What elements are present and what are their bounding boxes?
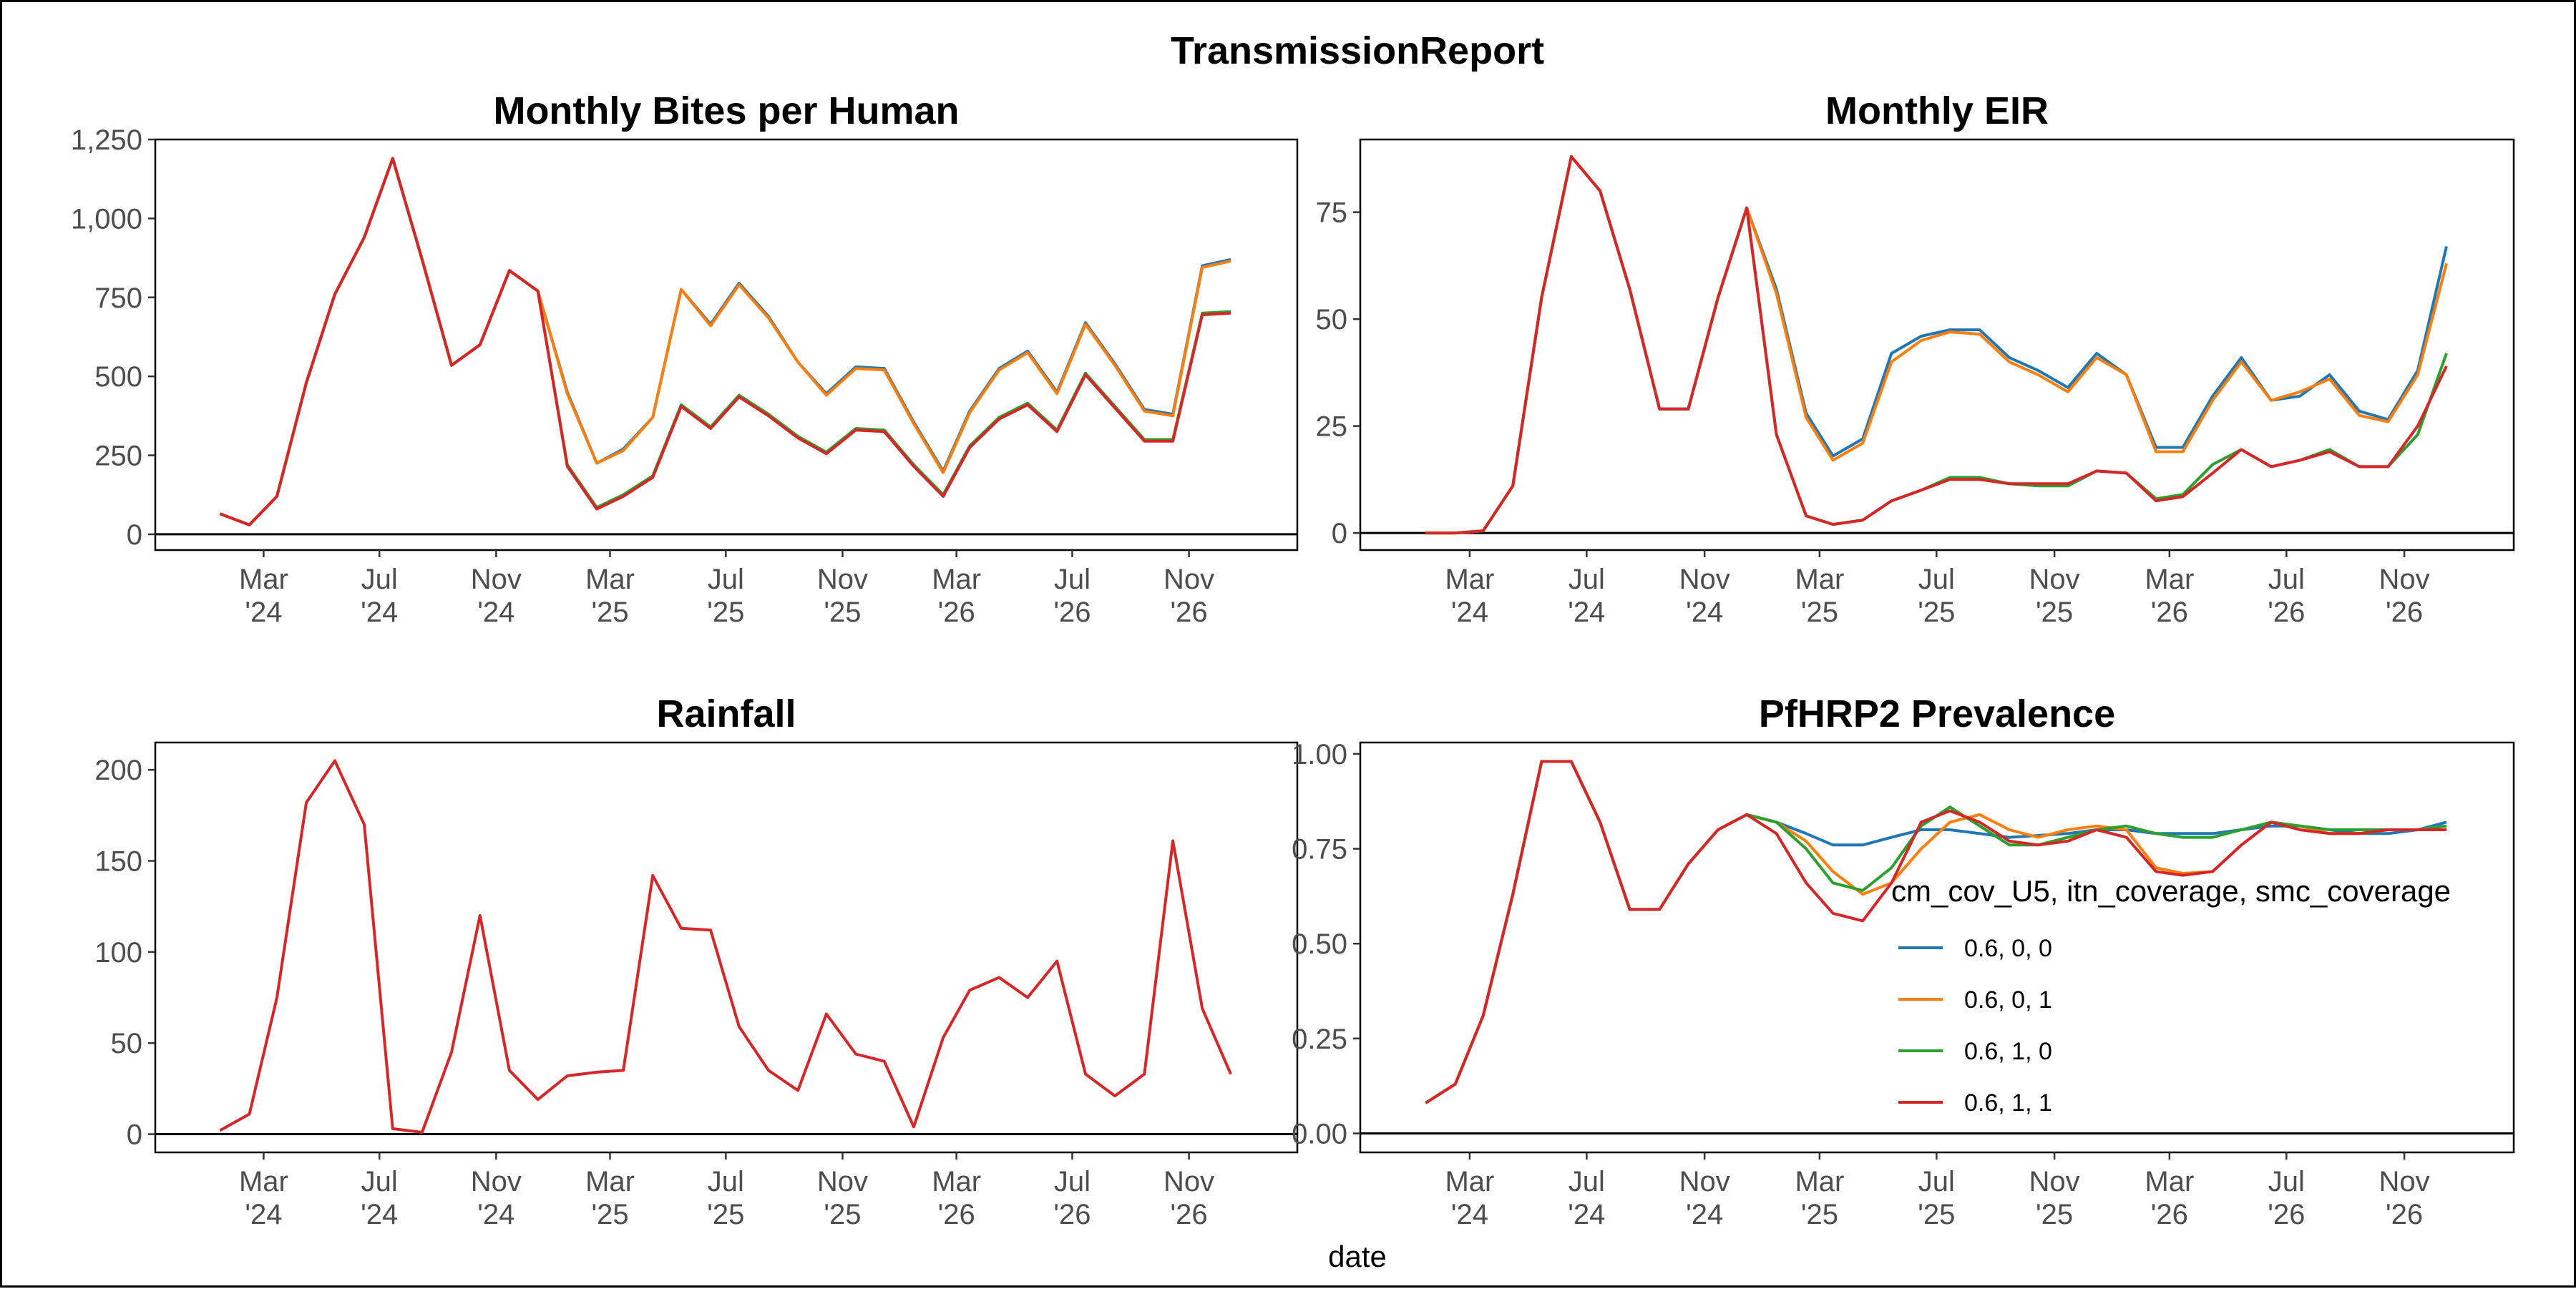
x-tick-label: Mar '25	[1795, 1166, 1844, 1230]
x-tick-label: Jul '25	[1918, 1166, 1955, 1230]
y-tick-label: 0	[127, 1119, 142, 1151]
panel-title-rainfall: Rainfall	[656, 692, 796, 735]
x-tick-label: Jul '26	[1053, 1166, 1091, 1230]
x-tick-label: Jul '24	[361, 564, 398, 628]
x-tick-label: Jul '24	[1568, 564, 1605, 628]
x-tick-label: Mar '25	[585, 1166, 635, 1230]
x-tick-label: Mar '24	[1445, 1166, 1494, 1230]
y-tick-label: 0.25	[1292, 1024, 1347, 1055]
x-tick-label: Jul '24	[361, 1166, 398, 1230]
panels: Monthly Bites per Human02505007501,0001,…	[71, 89, 2515, 1230]
x-tick-label: Nov '24	[471, 1166, 522, 1230]
panel-monthly-eir: Monthly EIR 0 25 50 75 Mar '24 Jul '24 Nov '24 Mar '…	[1316, 89, 2515, 628]
x-tick-label: Mar '26	[2145, 564, 2194, 628]
x-tick-label: Jul '24	[1568, 1166, 1605, 1230]
y-tick-label: 1.00	[1292, 739, 1347, 770]
y-tick-label: 250	[94, 441, 142, 472]
x-axis-label: date	[1328, 1240, 1387, 1273]
figure-title: TransmissionReport	[1171, 29, 1544, 72]
panel-border	[154, 138, 1299, 552]
panel-border	[154, 741, 1299, 1154]
x-tick-label: Mar '26	[932, 1166, 981, 1230]
x-tick-label: Mar '26	[2145, 1166, 2194, 1230]
series-line-0-6-1-1	[1425, 760, 2446, 1104]
y-tick-label: 0	[1332, 518, 1347, 549]
x-tick-label: Nov '24	[471, 564, 522, 628]
y-tick-label: 25	[1316, 411, 1348, 443]
x-tick-label: Jul '26	[2268, 564, 2305, 628]
y-tick-label: 100	[94, 937, 142, 969]
x-tick-label: Jul '26	[2268, 1166, 2305, 1230]
x-tick-label: Nov '24	[1679, 564, 1730, 628]
x-tick-label: Mar '24	[239, 564, 288, 628]
x-tick-label: Nov '25	[817, 564, 868, 628]
y-tick-label: 0.50	[1292, 928, 1347, 960]
y-tick-label: 750	[94, 283, 142, 314]
x-tick-label: Jul '25	[707, 1166, 744, 1230]
series-line-0-6-0-1	[1425, 155, 2448, 535]
x-tick-label: Jul '25	[1918, 564, 1955, 628]
x-tick-label: Jul '26	[1053, 564, 1091, 628]
legend-label-0-6-0-0: 0.6, 0, 0	[1964, 935, 2052, 962]
x-tick-label: Nov '26	[2379, 564, 2430, 628]
legend-label-0-6-0-1: 0.6, 0, 1	[1964, 986, 2052, 1014]
panel-title-pfhrp2-prevalence: PfHRP2 Prevalence	[1759, 692, 2115, 735]
legend: cm_cov_U5, itn_coverage, smc_coverage 0.6…	[1891, 874, 2451, 1117]
x-tick-label: Nov '26	[1163, 564, 1214, 628]
y-tick-label: 0.00	[1292, 1118, 1347, 1150]
panel-title-monthly-bites-per-human: Monthly Bites per Human	[493, 89, 959, 132]
x-tick-label: Mar '24	[1445, 564, 1494, 628]
x-tick-label: Nov '24	[1679, 1166, 1730, 1230]
legend-label-0-6-1-0: 0.6, 1, 0	[1964, 1038, 2052, 1065]
panel-rainfall: Rainfall 0 50 100 150 200 Mar '24 Jul '24 Nov '24 Ma…	[94, 692, 1299, 1230]
y-tick-label: 0	[127, 519, 142, 551]
series-line-0-6-1-1	[219, 759, 1232, 1134]
panel-title-monthly-eir: Monthly EIR	[1825, 89, 2049, 132]
y-tick-label: 1,000	[71, 203, 142, 235]
series-line-0-6-0-0	[1425, 155, 2448, 535]
legend-label-0-6-1-1: 0.6, 1, 1	[1964, 1089, 2052, 1117]
y-tick-label: 150	[94, 846, 142, 878]
y-tick-label: 500	[94, 361, 142, 393]
series-line-0-6-1-0	[1425, 155, 2448, 535]
y-tick-label: 0.75	[1292, 834, 1347, 866]
x-tick-label: Jul '25	[707, 564, 744, 628]
x-tick-label: Nov '26	[1163, 1166, 1214, 1230]
x-tick-label: Nov '25	[2029, 1166, 2080, 1230]
x-tick-label: Mar '25	[1795, 564, 1844, 628]
series-line-0-6-1-1	[219, 157, 1231, 526]
x-tick-label: Nov '25	[817, 1166, 868, 1230]
panel-monthly-bites-per-human: Monthly Bites per Human 0 250 500 750 1,000 1,…	[71, 89, 1299, 628]
series-line-0-6-1-1	[1425, 155, 2448, 535]
y-tick-label: 75	[1316, 197, 1348, 229]
y-tick-label: 50	[111, 1028, 143, 1059]
y-tick-label: 1,250	[71, 124, 142, 156]
x-tick-label: Nov '25	[2029, 564, 2080, 628]
y-tick-label: 50	[1316, 304, 1348, 335]
x-tick-label: Mar '25	[585, 564, 635, 628]
x-tick-label: Nov '26	[2379, 1166, 2430, 1230]
y-tick-label: 200	[94, 755, 142, 786]
x-tick-label: Mar '26	[932, 564, 981, 628]
legend-title: cm_cov_U5, itn_coverage, smc_coverage	[1891, 874, 2451, 908]
panel-pfhrp2-prevalence: PfHRP2 Prevalence 0.00 0.25 0.50 0.75 1.00 Mar…	[1292, 692, 2515, 1230]
x-tick-label: Mar '24	[239, 1166, 288, 1230]
